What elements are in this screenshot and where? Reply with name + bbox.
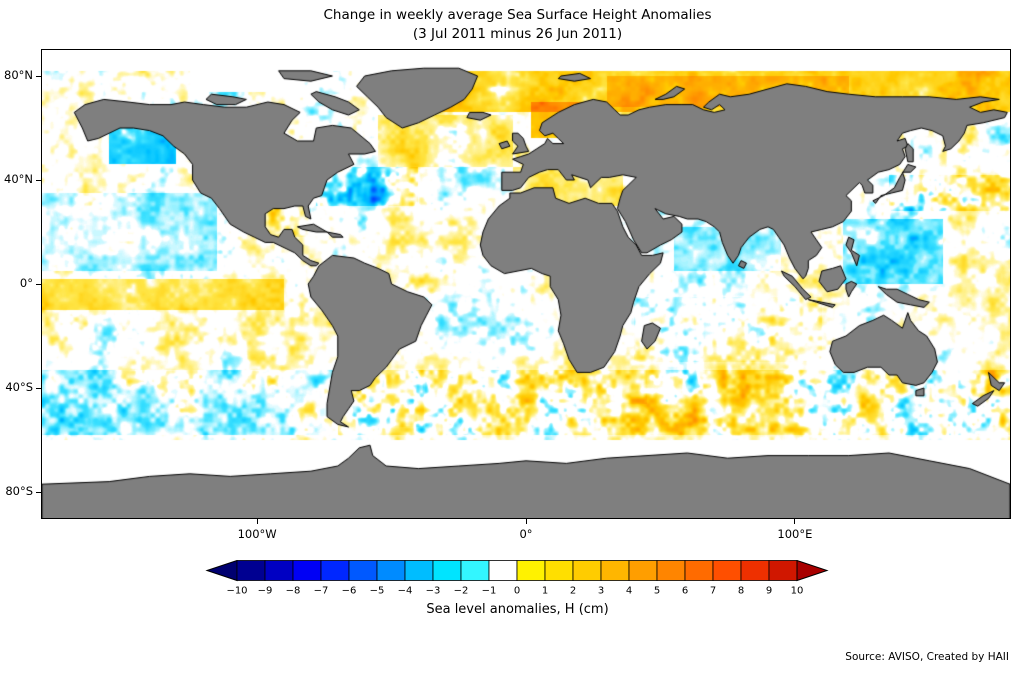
colorbar-segment	[712, 560, 742, 581]
colorbar-segment	[572, 560, 602, 581]
colorbar-segment	[656, 560, 686, 581]
colorbar-segment	[432, 560, 462, 581]
colorbar-segment	[264, 560, 294, 581]
colorbar-tick-label: 0	[514, 586, 520, 597]
x-tick-label: 100°W	[237, 527, 277, 541]
colorbar-tick-label: 6	[682, 586, 688, 597]
map-plot-frame	[41, 49, 1011, 519]
x-tick-mark	[794, 519, 796, 524]
colorbar-tick-label: −1	[482, 586, 497, 597]
colorbar-tick-label: 9	[766, 586, 772, 597]
x-tick-mark	[256, 519, 258, 524]
colorbar-segment	[348, 560, 378, 581]
colorbar-segment	[768, 560, 798, 581]
y-tick-label: 80°S	[5, 484, 33, 498]
colorbar-label: Sea level anomalies, H (cm)	[426, 602, 609, 617]
colorbar-segment	[376, 560, 406, 581]
y-tick-mark	[36, 491, 41, 493]
colorbar-segment	[600, 560, 630, 581]
y-tick-label: 80°N	[4, 68, 33, 82]
colorbar-segment	[628, 560, 658, 581]
colorbar-segment	[516, 560, 546, 581]
sea-surface-height-anomaly-map	[42, 50, 1010, 518]
colorbar-segment	[740, 560, 770, 581]
colorbar-segment	[488, 560, 518, 581]
figure-title: Change in weekly average Sea Surface Hei…	[0, 6, 1035, 44]
colorbar-tick-label: −10	[226, 586, 247, 597]
colorbar-tick-label: −6	[342, 586, 357, 597]
colorbar-segment	[544, 560, 574, 581]
colorbar-high-arrow	[796, 560, 829, 582]
y-tick-mark	[36, 179, 41, 181]
source-credit: Source: AVISO, Created by HAII	[845, 651, 1009, 663]
colorbar: −10 −9 −8 −7 −6 −5 −4 −3 −2 −1 0 1 2 3 4 5 6 7 8 9 10	[205, 560, 829, 597]
colorbar-tick-label: −5	[370, 586, 385, 597]
colorbar-tick-label: −4	[398, 586, 413, 597]
colorbar-tick-label: 10	[791, 586, 804, 597]
colorbar-segment	[236, 560, 266, 581]
colorbar-segment	[404, 560, 434, 581]
colorbar-tick-label: −9	[258, 586, 273, 597]
title-line-1: Change in weekly average Sea Surface Hei…	[323, 7, 712, 23]
colorbar-tick-label: 2	[570, 586, 576, 597]
colorbar-segment	[684, 560, 714, 581]
y-tick-mark	[36, 387, 41, 389]
colorbar-tick-label: −3	[426, 586, 441, 597]
y-tick-mark	[36, 75, 41, 77]
y-tick-label: 40°N	[4, 172, 33, 186]
colorbar-tick-label: 4	[626, 586, 632, 597]
x-tick-mark	[525, 519, 527, 524]
y-tick-mark	[36, 283, 41, 285]
colorbar-segment	[320, 560, 350, 581]
colorbar-tick-label: −8	[286, 586, 301, 597]
colorbar-tick-label: 3	[598, 586, 604, 597]
y-tick-label: 0°	[19, 276, 33, 290]
y-tick-label: 40°S	[5, 380, 33, 394]
colorbar-low-arrow	[205, 560, 238, 582]
colorbar-tick-label: 1	[542, 586, 548, 597]
title-line-2: (3 Jul 2011 minus 26 Jun 2011)	[412, 26, 623, 42]
x-tick-label: 100°E	[777, 527, 813, 541]
colorbar-segment	[460, 560, 490, 581]
x-tick-label: 0°	[519, 527, 533, 541]
colorbar-tick-label: 5	[654, 586, 660, 597]
colorbar-tick-label: −7	[314, 586, 329, 597]
colorbar-tick-label: 7	[710, 586, 716, 597]
colorbar-tick-label: 8	[738, 586, 744, 597]
colorbar-segment	[292, 560, 322, 581]
colorbar-tick-label: −2	[454, 586, 469, 597]
